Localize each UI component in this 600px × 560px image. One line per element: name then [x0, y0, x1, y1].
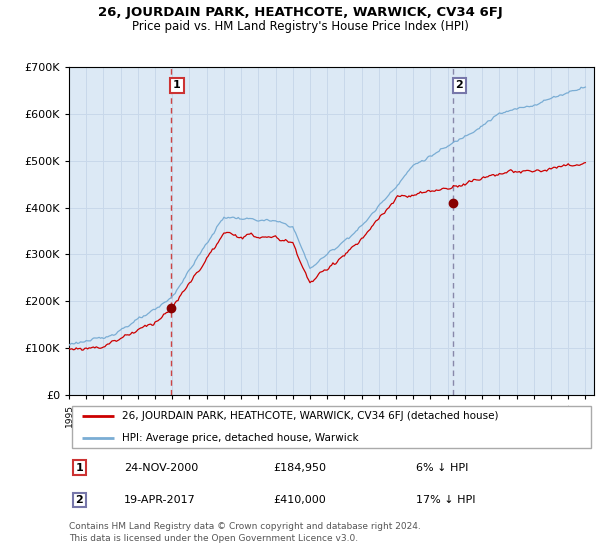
FancyBboxPatch shape — [71, 405, 592, 449]
Text: 1: 1 — [173, 80, 181, 90]
Text: 1: 1 — [76, 463, 83, 473]
Text: 26, JOURDAIN PARK, HEATHCOTE, WARWICK, CV34 6FJ: 26, JOURDAIN PARK, HEATHCOTE, WARWICK, C… — [98, 6, 502, 18]
Text: 6% ↓ HPI: 6% ↓ HPI — [415, 463, 468, 473]
Text: Contains HM Land Registry data © Crown copyright and database right 2024.
This d: Contains HM Land Registry data © Crown c… — [69, 522, 421, 543]
Text: 19-APR-2017: 19-APR-2017 — [124, 495, 196, 505]
Text: 24-NOV-2000: 24-NOV-2000 — [124, 463, 199, 473]
Text: 2: 2 — [76, 495, 83, 505]
Text: HPI: Average price, detached house, Warwick: HPI: Average price, detached house, Warw… — [121, 433, 358, 443]
Text: 17% ↓ HPI: 17% ↓ HPI — [415, 495, 475, 505]
Text: £184,950: £184,950 — [274, 463, 327, 473]
Text: Price paid vs. HM Land Registry's House Price Index (HPI): Price paid vs. HM Land Registry's House … — [131, 20, 469, 32]
Text: 2: 2 — [455, 80, 463, 90]
Text: £410,000: £410,000 — [274, 495, 326, 505]
Text: 26, JOURDAIN PARK, HEATHCOTE, WARWICK, CV34 6FJ (detached house): 26, JOURDAIN PARK, HEATHCOTE, WARWICK, C… — [121, 411, 498, 421]
